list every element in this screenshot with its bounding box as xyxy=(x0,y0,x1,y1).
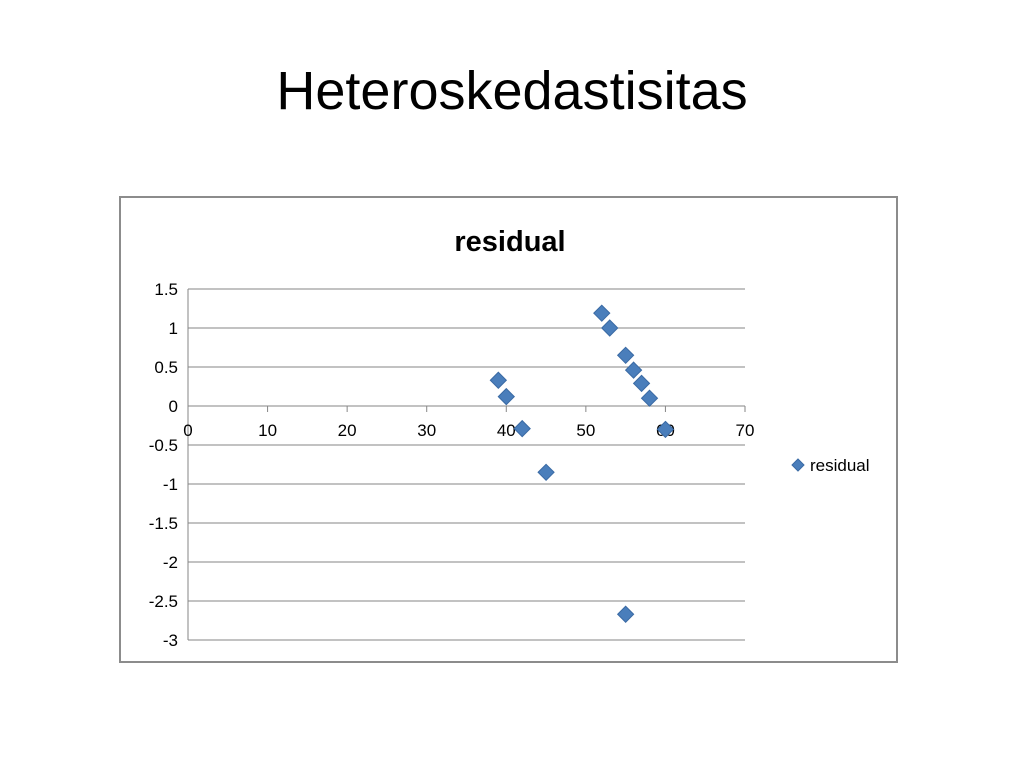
data-point xyxy=(513,419,531,438)
data-point xyxy=(497,387,515,406)
x-tick-label: 20 xyxy=(338,421,357,440)
scatter-chart: residual 1.5 1 0.5 0 -0.5 -1 -1.5 -2 -2.5 -3 0 10 2… xyxy=(149,226,870,650)
x-tick-label: 0 xyxy=(183,421,192,440)
axes xyxy=(187,289,746,640)
y-tick-label: -1 xyxy=(163,475,178,494)
y-tick-label: -2.5 xyxy=(149,592,178,611)
chart-title: residual xyxy=(454,226,565,258)
x-tick-label: 50 xyxy=(576,421,595,440)
y-tick-labels: 1.5 1 0.5 0 -0.5 -1 -1.5 -2 -2.5 -3 xyxy=(149,280,178,650)
data-point xyxy=(624,361,643,379)
gridlines xyxy=(188,288,745,641)
y-tick-label: 0.5 xyxy=(154,358,178,377)
data-point xyxy=(489,371,508,389)
legend[interactable]: residual xyxy=(791,456,870,475)
y-tick-label: -2 xyxy=(163,553,178,572)
x-tick-label: 10 xyxy=(258,421,277,440)
data-point xyxy=(593,304,611,322)
slide-title: Heteroskedastisitas xyxy=(276,61,748,121)
data-point xyxy=(616,605,635,623)
data-point xyxy=(632,374,651,393)
y-tick-label: 1.5 xyxy=(154,280,178,299)
legend-marker-diamond-icon xyxy=(791,458,805,472)
y-tick-label: -1.5 xyxy=(149,514,178,533)
data-point xyxy=(640,389,659,407)
x-tick-label: 70 xyxy=(736,421,755,440)
x-tick-label: 30 xyxy=(417,421,436,440)
data-point xyxy=(537,463,555,482)
legend-label: residual xyxy=(810,456,870,475)
chart-frame: residual 1.5 1 0.5 0 -0.5 -1 -1.5 -2 -2.5 -3 0 10 2… xyxy=(119,196,898,663)
data-point xyxy=(616,346,635,365)
y-tick-label: -3 xyxy=(163,631,178,650)
data-point xyxy=(656,420,675,439)
x-tick-label: 40 xyxy=(497,421,516,440)
y-tick-label: -0.5 xyxy=(149,436,178,455)
data-point xyxy=(601,319,619,337)
y-tick-label: 1 xyxy=(169,319,178,338)
data-points xyxy=(489,304,675,623)
y-tick-label: 0 xyxy=(169,397,178,416)
